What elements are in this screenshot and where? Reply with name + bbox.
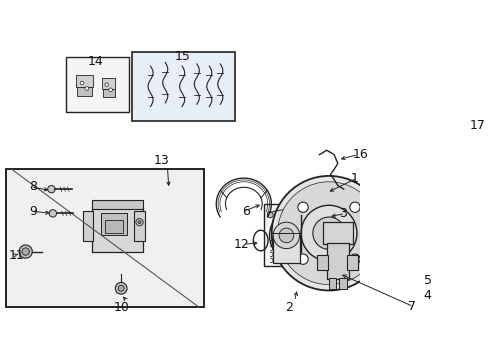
Text: 12: 12 [234,238,250,251]
Text: 11: 11 [9,249,24,262]
Bar [76,75,93,87]
Text: 10: 10 [113,301,129,315]
Text: 4: 4 [424,289,432,302]
Bar [102,77,115,89]
Text: 14: 14 [88,55,103,68]
Circle shape [270,207,325,263]
Text: 1: 1 [351,172,359,185]
Text: 9: 9 [29,205,37,218]
Text: 13: 13 [154,154,170,167]
Bar [92,207,143,252]
Bar [6,169,204,307]
Bar [339,278,346,289]
Text: 17: 17 [470,119,486,132]
Circle shape [384,210,402,227]
Circle shape [276,210,282,216]
Circle shape [273,222,299,249]
Text: 3: 3 [339,207,347,220]
Text: 15: 15 [174,50,190,63]
Circle shape [298,254,308,264]
Circle shape [276,222,284,229]
Bar [105,220,122,233]
Circle shape [115,282,127,294]
Circle shape [290,228,305,243]
Bar [77,87,92,96]
Circle shape [278,182,380,285]
Bar [100,213,127,235]
Bar [406,97,411,100]
Bar [273,235,299,263]
Bar [265,204,334,266]
Circle shape [49,210,56,217]
Circle shape [367,193,418,244]
Circle shape [80,81,84,85]
Circle shape [294,252,301,259]
Bar [329,278,336,289]
Circle shape [298,202,308,212]
Bar [347,255,358,270]
Text: 2: 2 [285,301,293,315]
Circle shape [138,221,141,224]
Text: 7: 7 [408,300,416,313]
Bar [323,222,352,244]
Text: 6: 6 [242,205,250,218]
Circle shape [311,222,318,229]
Bar [83,211,93,240]
Circle shape [19,245,32,258]
Circle shape [48,185,55,193]
Circle shape [350,254,360,264]
Circle shape [109,88,113,92]
Bar [132,52,235,121]
Circle shape [22,248,29,255]
Bar [327,243,349,279]
Bar [134,211,145,240]
Circle shape [136,219,143,226]
Circle shape [377,202,409,235]
Bar [103,89,115,97]
Bar [92,200,143,209]
Bar [6,169,204,307]
Circle shape [313,217,345,249]
Circle shape [118,285,124,291]
Bar [66,57,128,112]
Circle shape [301,205,357,261]
Text: 8: 8 [29,180,37,193]
Circle shape [105,83,109,86]
Circle shape [268,212,273,218]
Circle shape [272,176,386,291]
Bar [317,255,328,270]
Text: 5: 5 [424,274,432,287]
Circle shape [350,202,360,212]
Circle shape [85,87,89,90]
Circle shape [281,219,314,252]
Circle shape [279,228,294,243]
Text: 16: 16 [352,148,368,161]
